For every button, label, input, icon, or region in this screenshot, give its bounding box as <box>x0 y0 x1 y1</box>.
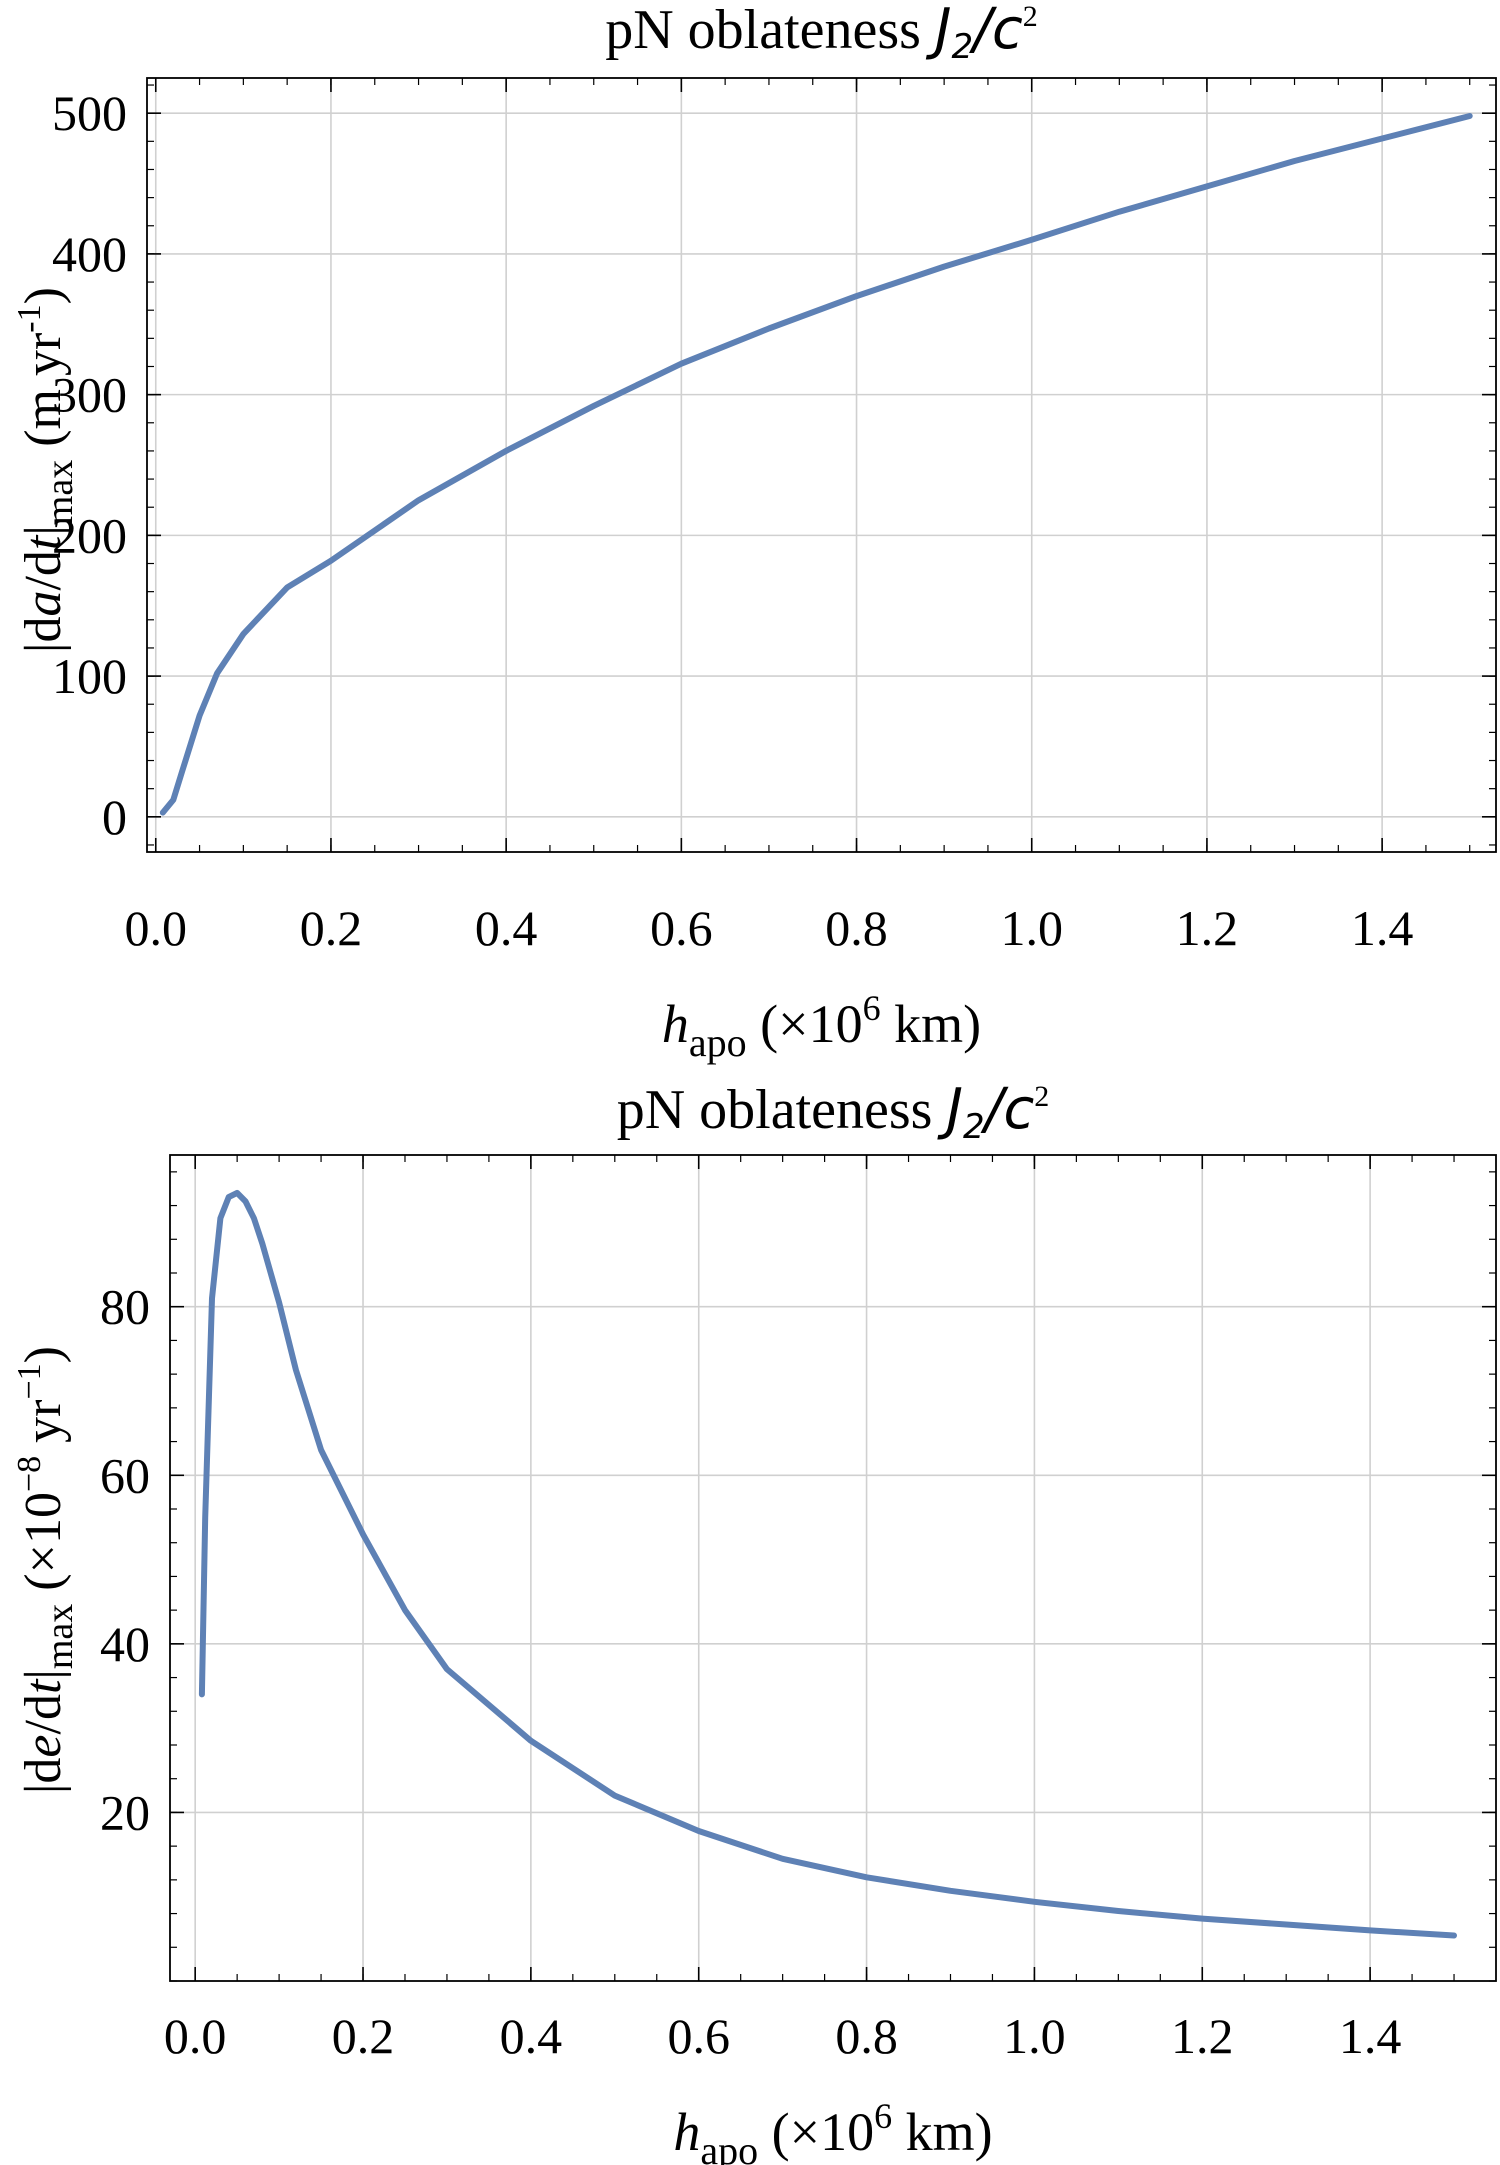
y-tick-label: 40 <box>100 1616 150 1672</box>
y-label-units: (×10 <box>15 1492 72 1604</box>
title-math-sub: 2 <box>963 1107 985 1147</box>
x-label-prefix: (×10 <box>758 2102 874 2162</box>
x-tick-label: 0.2 <box>332 2008 395 2064</box>
y-label-mid: /d <box>15 1694 72 1734</box>
y-tick-label: 80 <box>100 1279 150 1335</box>
x-label-prefix: (×10 <box>747 994 863 1054</box>
x-tick-label: 0.4 <box>500 2008 563 2064</box>
chart-title: pN oblateness J2/c2 <box>617 1077 1050 1147</box>
y-axis-label: |da/dt|max (m yr-1) <box>11 287 81 653</box>
x-tick-label: 0.6 <box>650 900 713 956</box>
x-tick-label: 0.2 <box>300 900 363 956</box>
title-math-sup: 2 <box>1023 0 1038 33</box>
y-tick-label: 200 <box>52 507 127 563</box>
x-tick-label: 0.0 <box>164 2008 227 2064</box>
y-label-mid: /d <box>15 550 72 590</box>
y-label-units-close: ) <box>15 287 72 304</box>
x-label-exp: 6 <box>874 2096 892 2136</box>
y-tick-label: 0 <box>102 789 127 845</box>
plot-frame <box>146 77 1497 853</box>
x-label-sub: apo <box>700 2128 758 2165</box>
y-label-units-exp2: −1 <box>11 1363 48 1399</box>
y-label-post: | <box>15 525 72 535</box>
y-tick-label: 400 <box>52 226 127 282</box>
x-tick-label: 0.0 <box>125 900 188 956</box>
series-line <box>159 113 1473 816</box>
x-tick-label: 1.4 <box>1351 900 1414 956</box>
x-label-var: h <box>662 994 689 1054</box>
y-label-var2: t <box>15 1678 72 1694</box>
chart-title: pN oblateness J2/c2 <box>605 0 1038 67</box>
x-label-suffix: km) <box>892 2102 993 2162</box>
y-label-var2: t <box>15 534 72 550</box>
y-label-units-exp: -1 <box>11 304 48 332</box>
x-tick-label: 1.2 <box>1171 2008 1234 2064</box>
title-math-c: /c <box>980 1077 1035 1142</box>
x-axis-label: hapo (×106 km) <box>673 2096 992 2165</box>
y-label-units: (m yr <box>15 333 72 460</box>
y-label-pre: |d <box>15 1758 72 1794</box>
y-tick-label: 300 <box>52 367 127 423</box>
y-label-var: a <box>15 591 72 617</box>
y-tick-label: 60 <box>100 1447 150 1503</box>
x-tick-label: 0.6 <box>667 2008 730 2064</box>
x-label-sub: apo <box>689 1020 747 1065</box>
y-label-units-end: ) <box>15 1346 72 1363</box>
title-math-c: /c <box>968 0 1023 62</box>
y-label-units-exp: −8 <box>11 1456 48 1492</box>
x-tick-label: 0.8 <box>835 2008 898 2064</box>
x-label-suffix: km) <box>881 994 982 1054</box>
x-tick-label: 0.8 <box>825 900 888 956</box>
y-label-var: e <box>15 1734 72 1757</box>
y-label-post: | <box>15 1669 72 1679</box>
title-math-sup: 2 <box>1034 1080 1049 1113</box>
chart-panel-2: 0.0 0.2 0.4 0.6 0.8 1.0 1.2 1.4 20 40 60 80 pN oblat… <box>11 1077 1497 2165</box>
title-text: pN oblateness <box>617 1079 947 1141</box>
x-label-exp: 6 <box>863 988 881 1028</box>
x-tick-label: 1.4 <box>1339 2008 1402 2064</box>
title-math-sub: 2 <box>951 27 973 67</box>
x-tick-label: 1.0 <box>1003 2008 1066 2064</box>
y-tick-label: 500 <box>52 85 127 141</box>
y-label-units-close: yr <box>15 1400 72 1456</box>
x-axis-label: hapo (×106 km) <box>662 988 981 1065</box>
x-label-var: h <box>673 2102 700 2162</box>
series-line <box>198 1189 1457 1939</box>
y-label-sub: max <box>39 460 81 525</box>
y-axis-label: |de/dt|max (×10−8 yr−1) <box>11 1346 81 1794</box>
x-tick-label: 0.4 <box>475 900 538 956</box>
y-tick-label: 100 <box>52 648 127 704</box>
x-tick-label: 1.2 <box>1176 900 1239 956</box>
y-label-pre: |d <box>15 617 72 653</box>
x-tick-label: 1.0 <box>1000 900 1063 956</box>
y-label-sub: max <box>39 1604 81 1669</box>
plot-frame <box>169 1154 1497 1982</box>
title-text: pN oblateness <box>605 0 935 61</box>
chart-panel-1: 0.0 0.2 0.4 0.6 0.8 1.0 1.2 1.4 0 100 200 300 400 500… <box>11 0 1497 1065</box>
y-tick-label: 20 <box>100 1784 150 1840</box>
